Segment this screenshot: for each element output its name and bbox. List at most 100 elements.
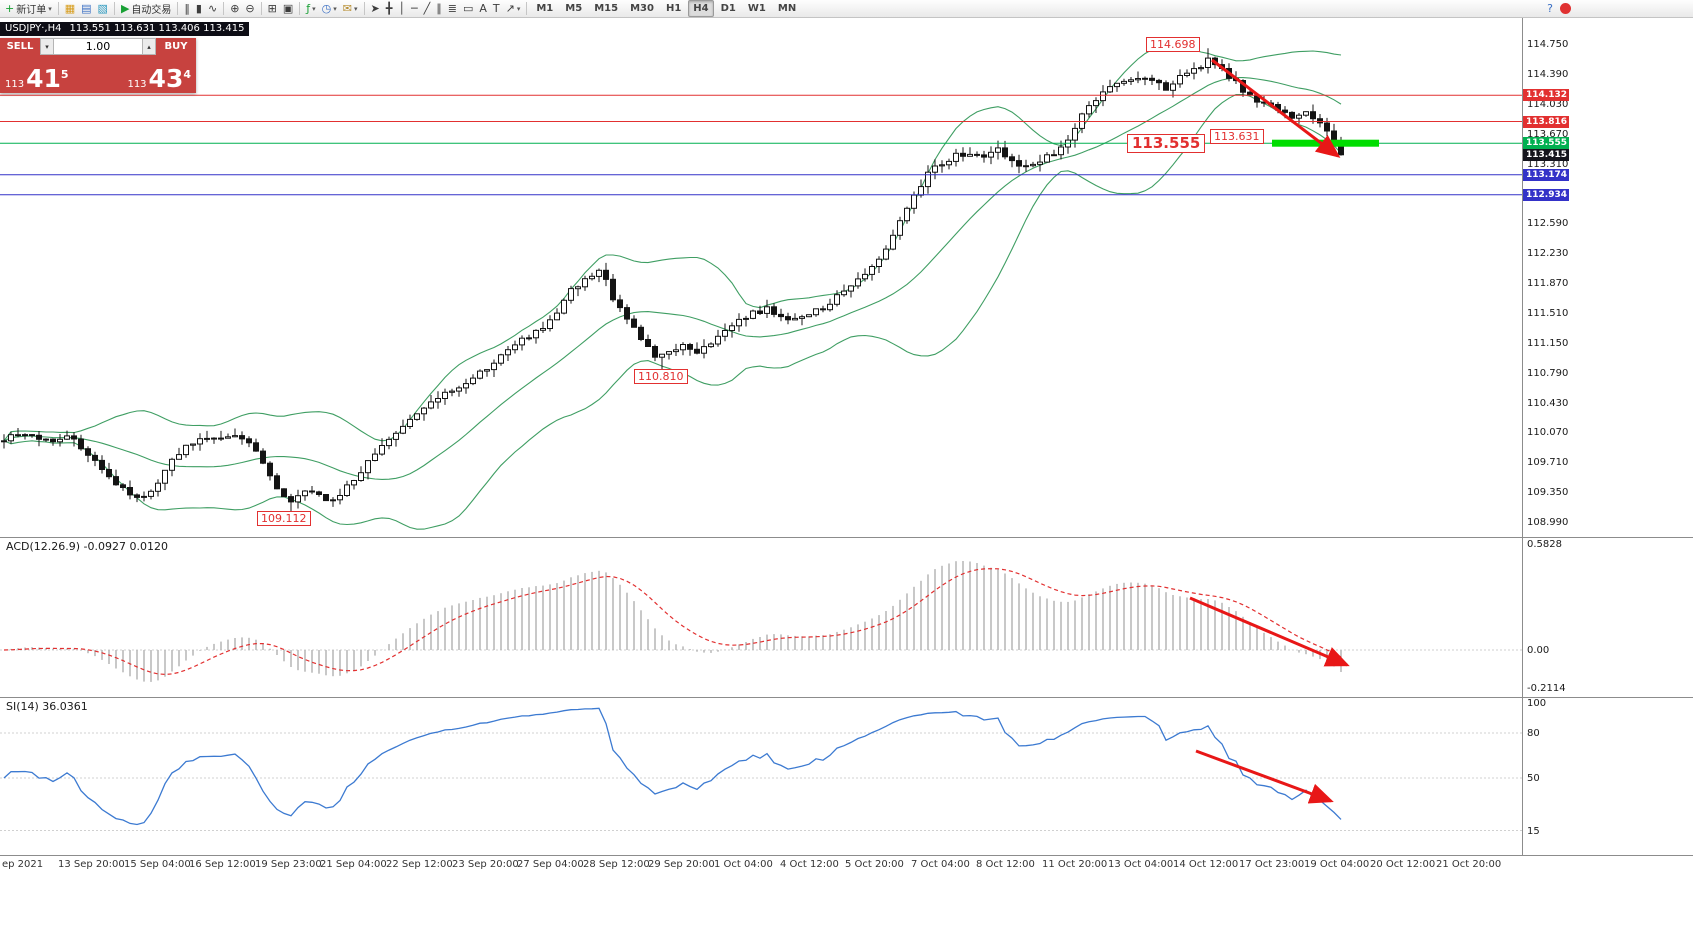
new-order-button[interactable]: + 新订单 ▾ — [2, 1, 55, 17]
time-axis: ep 2021 13 Sep 20:00 15 Sep 04:00 16 Sep 12… — [0, 856, 1522, 874]
candle-body — [1030, 163, 1036, 167]
buy-price-prefix: 113 — [127, 79, 147, 90]
candle-body — [932, 165, 938, 173]
caret-down-icon: ▾ — [312, 4, 316, 13]
fibonacci-button[interactable]: ≣ — [445, 1, 460, 17]
candle-body — [708, 343, 714, 348]
candle-body — [470, 377, 476, 385]
candle-body — [645, 339, 651, 347]
sell-button[interactable]: SELL — [0, 38, 40, 55]
zoom-out-button[interactable]: ⊖ — [242, 1, 257, 17]
candle-body — [36, 434, 42, 440]
trend-arrow-main[interactable] — [1211, 58, 1341, 158]
buy-button[interactable]: BUY — [156, 38, 196, 55]
candle-body — [806, 314, 812, 318]
indicators-button[interactable]: ƒ ▾ — [303, 1, 318, 17]
timeframe-w1-button[interactable]: W1 — [747, 3, 766, 14]
candlestick-chart-icon: ▮ — [195, 2, 202, 15]
buy-price[interactable]: 113434 — [127, 66, 191, 91]
periods-button[interactable]: ◷ ▾ — [319, 1, 340, 17]
timeframe-mn-button[interactable]: MN — [777, 3, 797, 14]
candle-body — [505, 349, 511, 356]
notification-badge[interactable] — [1560, 3, 1571, 14]
candle-body — [169, 458, 175, 471]
vertical-line-button[interactable]: │ — [395, 1, 408, 17]
bar-chart-button[interactable]: ‖ — [181, 1, 193, 17]
candle-body — [281, 488, 287, 498]
candle-body — [120, 484, 126, 488]
candle-body — [519, 337, 525, 346]
data-window-button[interactable]: ▤ — [78, 1, 94, 17]
trend-arrow-rsi[interactable] — [1195, 749, 1334, 804]
help-button[interactable]: ? — [1544, 1, 1556, 17]
navigator-button[interactable]: ▧ — [95, 1, 111, 17]
sell-price[interactable]: 113415 — [5, 66, 69, 91]
candle-body — [484, 369, 490, 372]
candle-body — [1044, 154, 1050, 163]
channel-button[interactable]: ∥ — [433, 1, 445, 17]
candle-body — [211, 437, 217, 440]
text-button[interactable]: A — [476, 1, 490, 17]
time-axis-label: 7 Oct 04:00 — [911, 859, 970, 870]
sell-price-prefix: 113 — [5, 79, 25, 90]
volume-increase-button[interactable]: ▴ — [142, 38, 156, 55]
candle-body — [764, 306, 770, 314]
timeframe-m1-button[interactable]: M1 — [536, 3, 554, 14]
new-order-label: 新订单 — [16, 5, 47, 16]
arrows-icon: ↗ — [505, 2, 515, 15]
chart-canvas[interactable] — [0, 18, 1522, 875]
candle-body — [617, 299, 623, 309]
toolbar-separator — [177, 2, 179, 15]
volume-decrease-button[interactable]: ▾ — [40, 38, 54, 55]
candle-body — [687, 344, 693, 350]
candle-body — [995, 147, 1001, 153]
candle-body — [491, 362, 497, 371]
candle-body — [561, 299, 567, 314]
candle-body — [92, 454, 98, 461]
candle-body — [554, 312, 560, 321]
timeframe-m30-button[interactable]: M30 — [630, 3, 654, 14]
sell-price-sup: 5 — [60, 68, 69, 81]
line-chart-button[interactable]: ∿ — [205, 1, 220, 17]
zoom-in-button[interactable]: ⊕ — [227, 1, 242, 17]
timeframe-h1-button[interactable]: H1 — [665, 3, 682, 14]
candle-body — [57, 438, 63, 443]
timeframe-h4-button[interactable]: H4 — [688, 0, 714, 17]
candle-body — [1324, 122, 1330, 132]
text-label-button[interactable]: T — [490, 1, 503, 17]
drawing-layer — [1189, 58, 1350, 804]
horizontal-line-button[interactable]: ─ — [408, 1, 421, 17]
candle-body — [946, 160, 952, 166]
text-icon: A — [479, 2, 487, 15]
candle-body — [722, 330, 728, 337]
arrows-button[interactable]: ↗ ▾ — [503, 1, 524, 17]
crosshair-button[interactable]: ╋ — [383, 1, 396, 17]
text-label-icon: T — [492, 2, 500, 15]
candle-body — [568, 288, 574, 301]
market-watch-button[interactable]: ▦ — [62, 1, 78, 17]
candlestick-chart-button[interactable]: ▮ — [193, 1, 205, 17]
volume-input[interactable] — [54, 38, 142, 55]
candle-body — [141, 495, 147, 498]
candle-body — [309, 490, 315, 493]
timeframe-m15-button[interactable]: M15 — [594, 3, 619, 14]
timeframe-m5-button[interactable]: M5 — [565, 3, 583, 14]
auto-trading-button[interactable]: ▶ 自动交易 — [118, 1, 174, 17]
candle-body — [960, 152, 966, 157]
candle-body — [1093, 100, 1099, 107]
candle-body — [99, 459, 105, 470]
price-tick-label: 111.870 — [1527, 278, 1569, 289]
trendline-button[interactable]: ╱ — [421, 1, 434, 17]
arrange-windows-button[interactable]: ▣ — [280, 1, 296, 17]
trend-arrow-macd[interactable] — [1189, 596, 1350, 667]
tile-windows-button[interactable]: ⊞ — [265, 1, 280, 17]
timeframe-d1-button[interactable]: D1 — [720, 3, 736, 14]
caret-down-icon: ▾ — [48, 4, 52, 13]
cursor-button[interactable]: ➤ — [368, 1, 383, 17]
candle-body — [442, 391, 448, 399]
shapes-button[interactable]: ▭ — [460, 1, 476, 17]
time-axis-label: 8 Oct 12:00 — [976, 859, 1035, 870]
candle-body — [1247, 91, 1253, 96]
panel-separator — [0, 537, 1693, 538]
templates-button[interactable]: ✉ ▾ — [340, 1, 361, 17]
